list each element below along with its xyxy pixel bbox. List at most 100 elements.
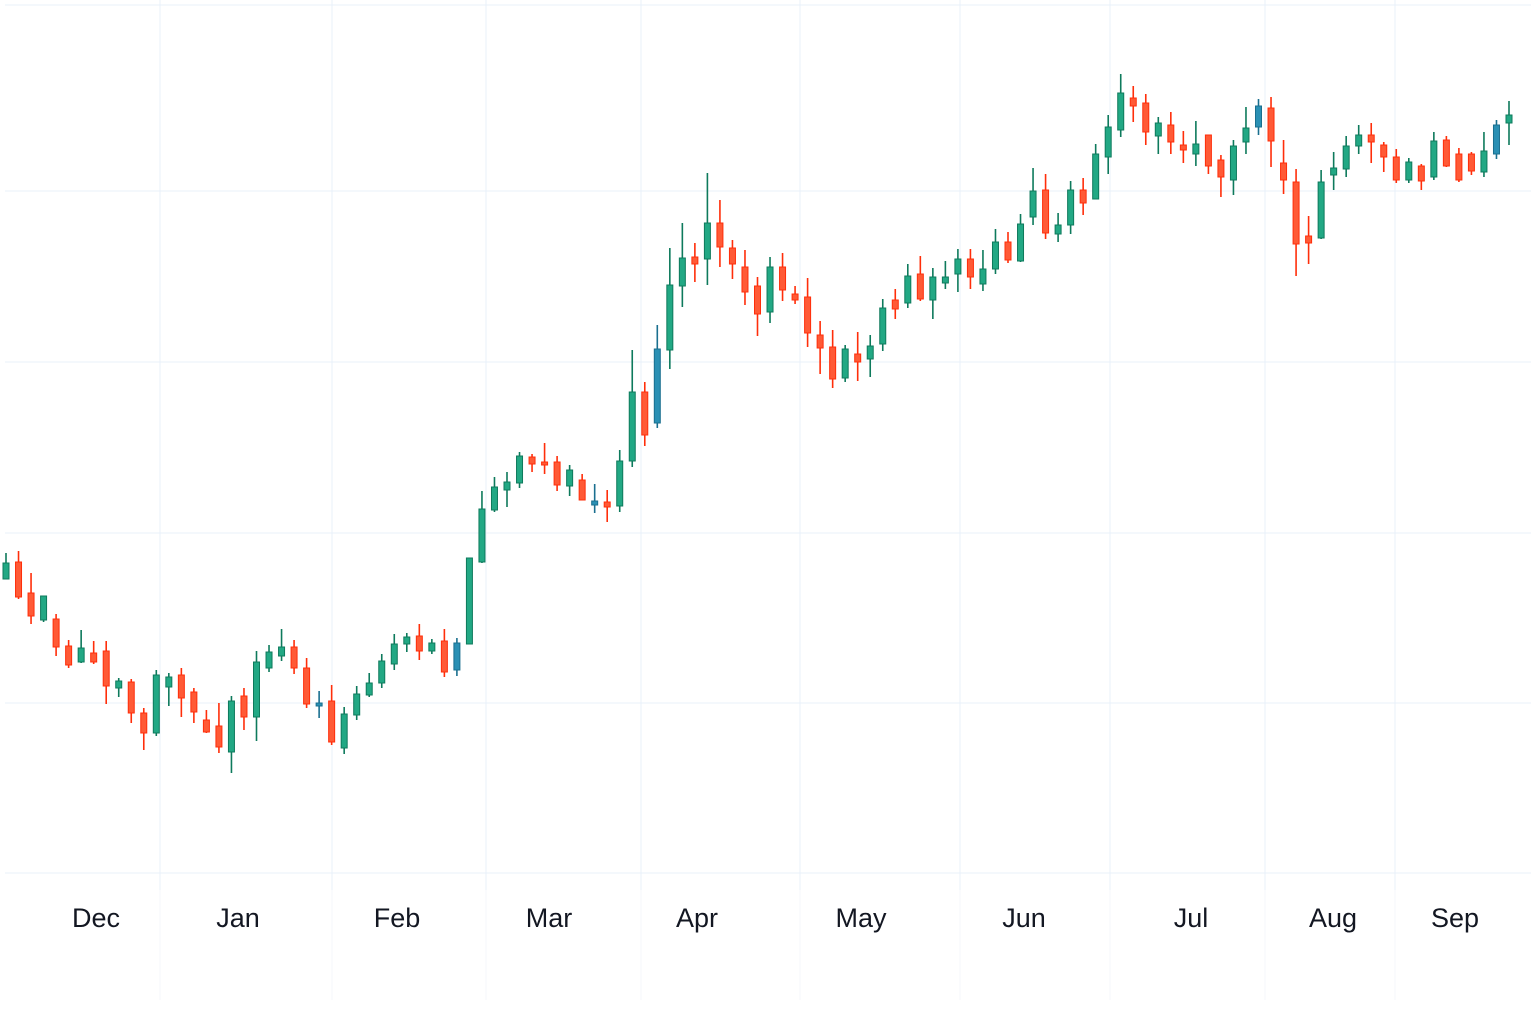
candle-body — [1330, 167, 1338, 176]
candle-body — [1305, 235, 1313, 244]
candle-body — [1129, 97, 1137, 107]
candle-body — [1280, 162, 1288, 181]
candle — [465, 557, 473, 645]
candle-body — [215, 725, 223, 748]
candle-body — [641, 391, 649, 436]
candle-body — [779, 266, 787, 291]
candle — [791, 286, 799, 304]
candle — [879, 299, 887, 351]
candle — [1355, 125, 1363, 154]
candle-body — [1142, 102, 1150, 133]
candle — [1255, 99, 1262, 135]
candle — [315, 691, 323, 718]
candle — [703, 173, 711, 285]
candle-body — [791, 293, 799, 301]
candle-body — [2, 562, 10, 580]
candle — [1492, 120, 1500, 159]
candle-body — [1092, 153, 1100, 200]
candle-body — [1004, 241, 1012, 261]
candle — [215, 703, 223, 753]
candle — [140, 708, 148, 750]
candle — [415, 624, 423, 660]
candle — [453, 638, 461, 676]
candle-body — [979, 268, 987, 285]
candle-body — [954, 258, 962, 275]
candle — [1505, 101, 1513, 145]
candle — [353, 686, 361, 720]
candle — [102, 641, 110, 704]
candle-body — [591, 500, 599, 506]
candle-body — [165, 676, 173, 688]
candle-body — [1054, 224, 1062, 235]
candle-body — [1455, 153, 1463, 181]
candle-body — [1204, 134, 1212, 167]
candle — [15, 551, 23, 599]
candle — [1305, 216, 1313, 264]
candle-body — [227, 700, 235, 753]
candle — [115, 678, 123, 697]
candle — [2, 553, 10, 580]
candle-body — [566, 469, 574, 487]
candle — [591, 484, 599, 513]
candle — [829, 330, 837, 388]
x-tick-label: Jun — [1002, 903, 1046, 933]
candle-body — [365, 682, 373, 696]
candle-body — [1179, 144, 1187, 151]
candle — [303, 658, 311, 708]
candle-body — [829, 346, 837, 380]
candle — [1167, 112, 1175, 154]
x-tick-label: May — [835, 903, 887, 933]
candle — [1330, 152, 1338, 190]
candle-body — [553, 461, 561, 486]
candle — [1430, 132, 1438, 180]
candle-body — [1255, 105, 1262, 128]
candle-body — [516, 455, 524, 484]
candle — [503, 472, 511, 507]
candle — [1017, 214, 1025, 262]
candle-body — [1267, 107, 1275, 142]
candle-body — [891, 299, 899, 310]
candle — [904, 264, 912, 308]
candle — [516, 452, 524, 488]
candle — [428, 639, 436, 654]
candle — [1405, 158, 1413, 183]
candle — [1292, 169, 1300, 276]
candle — [190, 688, 198, 723]
candle — [603, 490, 611, 522]
candle-body — [40, 595, 48, 621]
candle-body — [741, 266, 749, 293]
candle-body — [666, 284, 674, 351]
candle-body — [77, 647, 85, 663]
candle-body — [503, 481, 511, 491]
x-tick-label: Apr — [676, 903, 718, 933]
candle — [378, 654, 386, 688]
candle-body — [1355, 134, 1363, 147]
candle-body — [440, 640, 448, 673]
candle-body — [1067, 189, 1075, 226]
candle-body — [804, 296, 812, 334]
candle-body — [628, 391, 636, 462]
candle-body — [140, 712, 148, 734]
candle — [541, 443, 549, 474]
candle-body — [1017, 223, 1025, 262]
candle — [278, 629, 286, 661]
candle — [578, 474, 586, 501]
candle-body — [1029, 190, 1037, 218]
candle — [1029, 168, 1037, 225]
candle — [1092, 144, 1100, 200]
candle-body — [653, 348, 661, 424]
candle-body — [578, 479, 586, 501]
candle-body — [1104, 126, 1112, 158]
candle — [1467, 152, 1475, 175]
candle-body — [1242, 127, 1250, 143]
candle — [741, 250, 749, 305]
candle — [766, 257, 774, 323]
candle — [290, 640, 298, 674]
candle — [653, 325, 661, 428]
candle — [1480, 132, 1488, 177]
candle — [77, 630, 85, 663]
candle-body — [854, 353, 862, 363]
candle — [1067, 181, 1075, 234]
candle — [177, 668, 185, 717]
